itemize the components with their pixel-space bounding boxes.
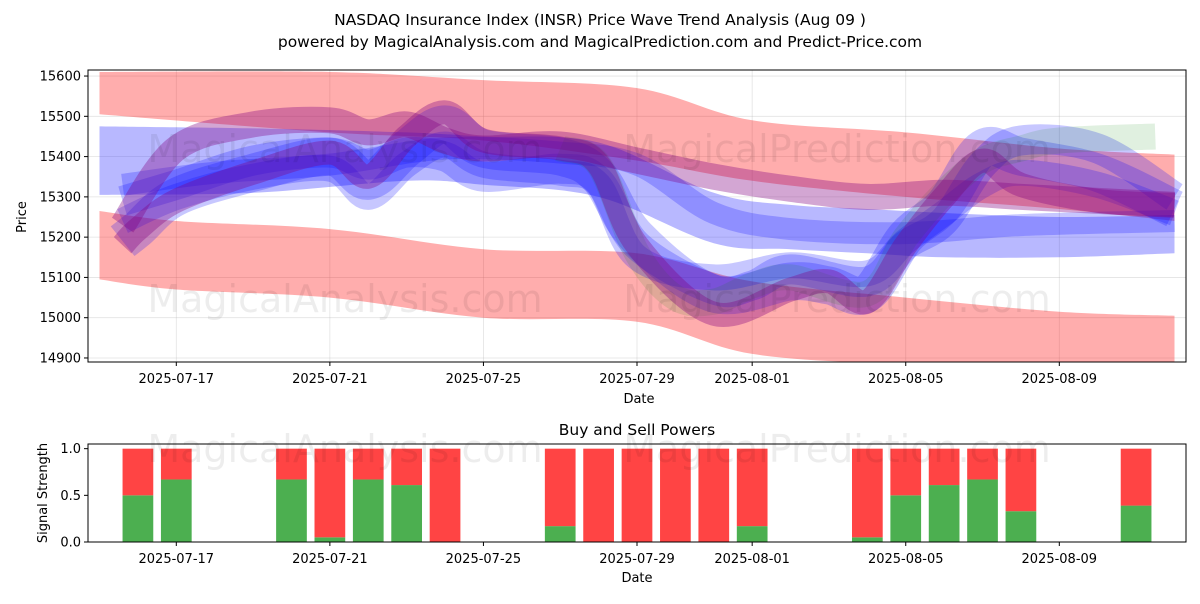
buy-bar [276, 479, 307, 542]
price-x-label: Date [623, 392, 654, 407]
price-y-tick-label: 15300 [40, 190, 81, 205]
sell-bar [851, 448, 883, 538]
sell-bar [122, 448, 154, 496]
sell-bar [1120, 448, 1152, 506]
signal-x-tick-label: 2025-08-09 [1022, 552, 1098, 567]
signal-x-tick-label: 2025-07-17 [139, 552, 215, 567]
buy-bar [928, 485, 960, 542]
sell-bar [160, 448, 192, 480]
sell-bar [698, 448, 730, 542]
price-y-tick-label: 15500 [40, 110, 81, 125]
price-x-tick-label: 2025-07-29 [599, 372, 675, 387]
price-x-tick-label: 2025-07-25 [446, 372, 522, 387]
price-y-tick-label: 14900 [40, 351, 81, 366]
watermark-prediction-signal: MagicalPrediction.com [623, 427, 1051, 471]
sell-bar [429, 448, 461, 542]
signal-x-tick-label: 2025-07-25 [446, 552, 522, 567]
signal-x-label: Date [621, 571, 652, 586]
price-panel: MagicalAnalysis.com MagicalPrediction.co… [15, 69, 1187, 407]
lower-red-band [99, 211, 1175, 362]
signal-x-tick-label: 2025-08-01 [714, 552, 790, 567]
sell-bar [391, 448, 423, 486]
green-wave [555, 123, 1156, 317]
blue-wave-1 [110, 105, 1183, 315]
price-x-tick-label: 2025-07-17 [139, 372, 215, 387]
buy-bar [890, 495, 922, 542]
blue-wave-3 [117, 131, 1180, 291]
price-y-label: Price [15, 201, 30, 233]
price-waves [110, 100, 1183, 327]
purple-line [111, 106, 1176, 233]
purple-wave [113, 100, 1176, 327]
signal-x-axis: 2025-07-17 2025-07-21 2025-07-25 2025-07-29… [139, 542, 1098, 567]
chart-title: NASDAQ Insurance Index (INSR) Price Wave… [334, 11, 866, 29]
buy-bar [1120, 505, 1152, 542]
buy-bar [544, 526, 576, 542]
signal-panel: Buy and Sell Powers MagicalAnalysis.com … [36, 421, 1187, 586]
price-y-tick-label: 15100 [40, 271, 81, 286]
buy-bar [314, 537, 346, 542]
signal-panel-title: Buy and Sell Powers [559, 421, 716, 439]
sell-bar [583, 448, 614, 542]
price-y-tick-label: 15000 [40, 311, 81, 326]
watermark-analysis-bottom: MagicalAnalysis.com [147, 277, 542, 321]
watermark-prediction-bottom: MagicalPrediction.com [623, 277, 1051, 321]
buy-bar [160, 479, 192, 542]
sell-bar [544, 448, 576, 527]
buy-bar [122, 495, 154, 542]
signal-y-axis: 0.0 0.5 1.0 [60, 442, 88, 551]
signal-x-tick-label: 2025-08-05 [868, 552, 944, 567]
signal-y-label: Signal Strength [36, 443, 51, 543]
watermark-prediction-top: MagicalPrediction.com [623, 127, 1051, 171]
sell-bar [890, 448, 922, 496]
sell-bar [276, 448, 307, 480]
sell-bar [660, 448, 691, 542]
sell-bar [621, 448, 653, 542]
price-y-axis: 14900 15000 15100 15200 15300 15400 15500 15600 [40, 70, 88, 366]
buy-bar [967, 479, 998, 542]
buy-bar [391, 485, 423, 542]
sell-bar [967, 448, 998, 480]
watermark-analysis-top: MagicalAnalysis.com [147, 127, 542, 171]
signal-bars [122, 448, 1152, 542]
price-x-tick-label: 2025-07-21 [292, 372, 368, 387]
buy-bar [851, 537, 883, 542]
price-x-tick-label: 2025-08-05 [868, 372, 944, 387]
price-x-tick-label: 2025-08-01 [714, 372, 790, 387]
signal-y-tick-label: 1.0 [60, 442, 81, 457]
buy-bar [1005, 511, 1037, 542]
price-gridlines [88, 70, 1186, 362]
price-y-tick-label: 15600 [40, 70, 81, 85]
blue-wave-2 [118, 124, 1183, 308]
blue-envelope [99, 126, 1175, 258]
upper-red-band [99, 71, 1175, 222]
price-x-tick-label: 2025-08-09 [1022, 372, 1098, 387]
sell-bar [928, 448, 960, 486]
watermark-analysis-signal: MagicalAnalysis.com [147, 427, 542, 471]
signal-y-tick-label: 0.0 [60, 536, 81, 551]
buy-bar [352, 479, 384, 542]
sell-bar [314, 448, 346, 538]
signal-x-tick-label: 2025-07-29 [599, 552, 675, 567]
price-x-axis: 2025-07-17 2025-07-21 2025-07-25 2025-07-29… [139, 362, 1098, 387]
signal-y-tick-label: 0.5 [60, 489, 81, 504]
price-y-tick-label: 15400 [40, 150, 81, 165]
chart-subtitle: powered by MagicalAnalysis.com and Magic… [278, 33, 922, 51]
sell-bar [352, 448, 384, 480]
blue-flat-1 [121, 136, 1175, 245]
price-bands [99, 71, 1175, 362]
sell-bar [736, 448, 768, 527]
sell-bar [1005, 448, 1037, 512]
signal-x-tick-label: 2025-07-21 [292, 552, 368, 567]
buy-bar [736, 526, 768, 542]
price-y-tick-label: 15200 [40, 231, 81, 246]
